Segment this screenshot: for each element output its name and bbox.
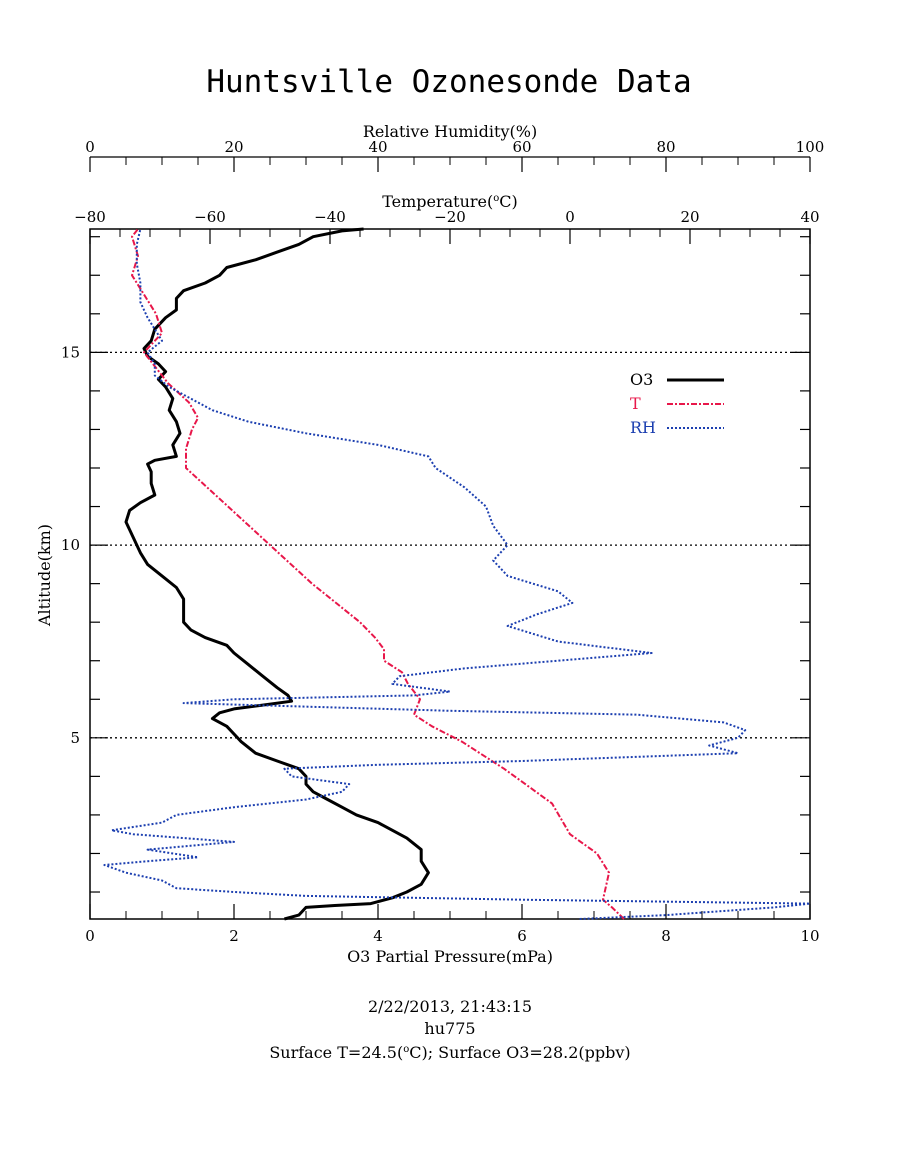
legend: O3 T RH (630, 370, 724, 437)
temperature-tick-label: 0 (565, 208, 575, 226)
temperature-tick-label: −40 (314, 208, 346, 226)
ozone-ticks: 0 2 4 6 8 10 (85, 904, 820, 945)
series-o3-line (124, 227, 430, 921)
ozone-tick-label: 0 (85, 927, 95, 945)
legend-label-o3: O3 (630, 370, 653, 389)
plot-frame (89, 228, 811, 920)
humidity-tick-label: 100 (796, 138, 825, 156)
temperature-label-sup: o (493, 193, 499, 204)
footer-datetime: 2/22/2013, 21:43:15 (368, 997, 532, 1016)
altitude-tick-label: 10 (61, 536, 80, 554)
ozone-tick-label: 4 (373, 927, 383, 945)
humidity-tick-label: 40 (368, 138, 387, 156)
altitude-ticks: 5 10 15 (61, 236, 810, 893)
footer-surface-prefix: Surface T=24.5( (269, 1043, 403, 1062)
ozone-tick-label: 2 (229, 927, 239, 945)
temperature-label-prefix: Temperature( (382, 192, 493, 211)
series-t-line (131, 228, 625, 920)
reference-lines (90, 351, 810, 739)
altitude-axis-label: Altitude(km) (35, 524, 54, 627)
chart-title: Huntsville Ozonesonde Data (206, 64, 691, 100)
altitude-tick-label: 5 (70, 729, 80, 747)
footer-surface-suffix: C); Surface O3=28.2(ppbv) (409, 1043, 630, 1062)
temperature-tick-label: 20 (680, 208, 699, 226)
humidity-axis-label: Relative Humidity(%) (363, 122, 537, 141)
temperature-tick-label: 40 (800, 208, 819, 226)
temperature-axis-label: Temperature(oC) (382, 192, 518, 211)
legend-label-rh: RH (630, 418, 656, 437)
temperature-axis: Temperature(oC) −80 −60 −40 −20 0 20 40 (74, 192, 820, 244)
series-layer (103, 227, 811, 921)
temperature-ticks: −80 −60 −40 −20 0 20 40 (74, 208, 820, 244)
humidity-ticks: 0 20 40 60 80 100 (85, 138, 824, 172)
temperature-tick-label: −20 (434, 208, 466, 226)
legend-label-t: T (630, 394, 641, 413)
humidity-tick-label: 60 (512, 138, 531, 156)
humidity-axis: Relative Humidity(%) 0 20 40 60 80 100 (85, 122, 824, 172)
ozone-tick-label: 10 (800, 927, 819, 945)
ozone-tick-label: 8 (661, 927, 671, 945)
altitude-tick-label: 15 (61, 343, 80, 361)
humidity-tick-label: 20 (224, 138, 243, 156)
footer-flight-id: hu775 (424, 1019, 475, 1038)
ozone-tick-label: 6 (517, 927, 527, 945)
footer-surface-sup: o (403, 1044, 409, 1055)
ozone-axis-label: O3 Partial Pressure(mPa) (347, 947, 553, 966)
series-rh-line (103, 228, 811, 920)
humidity-tick-label: 0 (85, 138, 95, 156)
temperature-label-suffix: C) (499, 192, 517, 211)
footer-surface-info: Surface T=24.5(oC); Surface O3=28.2(ppbv… (269, 1043, 630, 1062)
temperature-tick-label: −60 (194, 208, 226, 226)
humidity-tick-label: 80 (656, 138, 675, 156)
temperature-tick-label: −80 (74, 208, 106, 226)
